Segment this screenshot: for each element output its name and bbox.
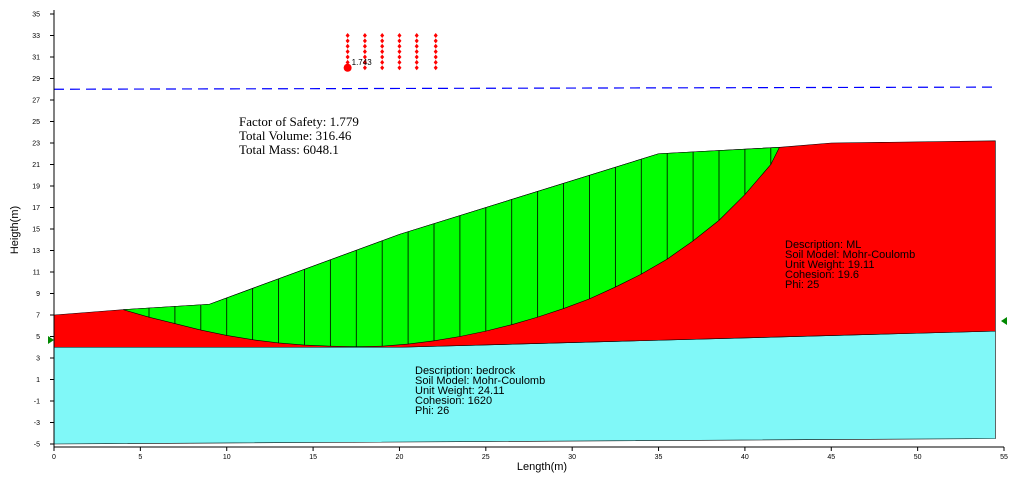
grid-center [397, 60, 401, 65]
grid-center [397, 38, 401, 43]
grid-center [415, 44, 419, 49]
grid-center [397, 55, 401, 60]
y-tick-label: 3 [36, 356, 40, 363]
grid-center [380, 55, 384, 60]
x-tick-label: 20 [396, 454, 404, 461]
grid-center [434, 44, 438, 49]
y-tick-label: 13 [32, 248, 40, 255]
grid-center [380, 49, 384, 54]
y-tick-label: 9 [36, 291, 40, 298]
grid-center [434, 60, 438, 65]
grid-center [415, 65, 419, 70]
x-tick-label: 10 [223, 454, 231, 461]
grid-center [380, 38, 384, 43]
water-table [54, 87, 995, 89]
y-tick-label: 29 [32, 76, 40, 83]
grid-center [434, 38, 438, 43]
x-tick-label: 30 [568, 454, 576, 461]
grid-center [380, 60, 384, 65]
boundary-marker [48, 336, 54, 344]
y-tick-label: 7 [36, 313, 40, 320]
grid-center [346, 38, 350, 43]
grid-center [415, 33, 419, 38]
y-tick-label: 25 [32, 119, 40, 126]
material-description: Phi: 26 [415, 405, 449, 417]
grid-center [397, 33, 401, 38]
y-tick-label: -3 [34, 420, 40, 427]
y-tick-label: 35 [32, 12, 40, 19]
grid-center [434, 33, 438, 38]
critical-center [344, 64, 352, 72]
x-tick-label: 45 [827, 454, 835, 461]
grid-center [434, 55, 438, 60]
boundary-marker [1001, 317, 1007, 325]
y-tick-label: 11 [33, 270, 40, 277]
grid-center [346, 33, 350, 38]
grid-center [363, 33, 367, 38]
chart: Length(m) Heigth(m) 1.743 Factor of Safet… [0, 0, 1016, 481]
grid-center [380, 44, 384, 49]
y-tick-label: 31 [32, 55, 40, 62]
grid-center [397, 44, 401, 49]
y-tick-label: 21 [32, 162, 40, 169]
annotation: Total Volume: 316.46 [239, 128, 352, 143]
grid-center [363, 49, 367, 54]
annotation: Total Mass: 6048.1 [239, 142, 339, 157]
x-tick-label: 40 [741, 454, 749, 461]
y-tick-label: 5 [36, 334, 40, 341]
x-tick-label: 35 [655, 454, 663, 461]
y-tick-label: 1 [36, 377, 40, 384]
grid-center [380, 33, 384, 38]
grid-center [346, 49, 350, 54]
y-tick-label: -5 [34, 442, 40, 449]
page: Length(m) Heigth(m) 1.743 Factor of Safet… [0, 0, 1016, 481]
grid-center [415, 55, 419, 60]
x-tick-label: 55 [1000, 454, 1008, 461]
material-description: Phi: 25 [785, 279, 819, 291]
y-tick-label: 19 [32, 184, 40, 191]
x-tick-label: 15 [309, 454, 317, 461]
grid-center [434, 65, 438, 70]
annotation: Factor of Safety: 1.779 [239, 114, 359, 129]
x-tick-label: 50 [914, 454, 922, 461]
y-axis-label: Heigth(m) [9, 206, 21, 254]
y-tick-label: -1 [34, 399, 40, 406]
x-tick-label: 0 [52, 454, 56, 461]
grid-center [415, 38, 419, 43]
x-axis-label: Length(m) [517, 461, 567, 473]
y-tick-label: 23 [32, 141, 40, 148]
grid-center [397, 49, 401, 54]
critical-fos: 1.743 [352, 58, 373, 67]
grid-center [346, 55, 350, 60]
grid-center [380, 65, 384, 70]
grid-center [363, 44, 367, 49]
soil-region [54, 331, 995, 444]
y-tick-label: 17 [32, 205, 40, 212]
x-tick-label: 25 [482, 454, 490, 461]
grid-center [415, 49, 419, 54]
y-tick-label: 33 [32, 33, 40, 40]
grid-center [415, 60, 419, 65]
x-tick-label: 5 [138, 454, 142, 461]
grid-center [363, 38, 367, 43]
grid-center [346, 44, 350, 49]
y-tick-label: 27 [32, 98, 40, 105]
y-tick-label: 15 [32, 227, 40, 234]
grid-center [434, 49, 438, 54]
grid-center [397, 65, 401, 70]
